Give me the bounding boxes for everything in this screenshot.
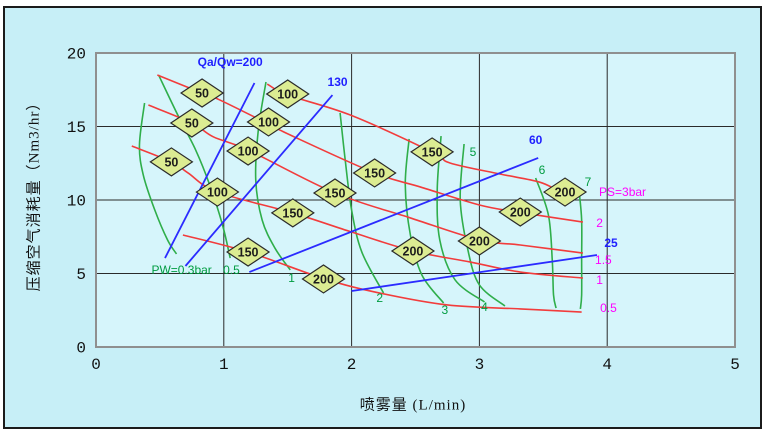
droplet-size-value: 50 — [195, 86, 209, 100]
pw-label: 0.5 — [223, 263, 240, 277]
droplet-size-value: 150 — [325, 186, 346, 200]
diamond-shape — [390, 236, 436, 266]
plot-border — [95, 52, 736, 348]
droplet-size-marker-100: 100 — [265, 79, 310, 109]
pw-curve-7 — [578, 190, 583, 310]
droplet-size-marker-50: 50 — [169, 108, 214, 138]
diamond-shape — [352, 158, 397, 188]
droplet-size-marker-150: 150 — [312, 178, 358, 208]
droplet-size-value: 100 — [277, 88, 298, 102]
droplet-size-marker-200: 200 — [301, 264, 346, 294]
y-tick-label-0: 0 — [76, 340, 86, 358]
droplet-size-marker-50: 50 — [149, 147, 194, 177]
droplet-size-marker-100: 100 — [195, 177, 240, 207]
ratio-line-130 — [184, 94, 334, 267]
x-tick-label-3: 3 — [475, 356, 485, 374]
y-axis-title: 压缩空气消耗量（Nm3/hr） — [26, 94, 43, 292]
pw-curve-5 — [459, 143, 506, 307]
pw-label: 5 — [470, 145, 477, 159]
droplet-size-value: 150 — [364, 166, 385, 180]
ratio-line-60 — [249, 157, 539, 273]
droplet-size-marker-150: 150 — [410, 137, 455, 167]
droplet-size-value: 100 — [207, 186, 228, 200]
pw-label: PW=0.3bar — [151, 263, 211, 277]
pw-label: 4 — [481, 300, 488, 314]
ratio-label: 60 — [529, 133, 543, 147]
pw-label: 2 — [376, 291, 383, 305]
pw-label: 1 — [288, 271, 295, 285]
diamond-shape — [457, 226, 502, 256]
ps-label: 1 — [596, 273, 603, 287]
diamond-shape — [265, 79, 310, 109]
ps-label: 1.5 — [595, 253, 612, 267]
pw-curve-0.3 — [138, 102, 178, 255]
droplet-size-value: 50 — [185, 116, 199, 130]
droplet-size-value: 50 — [164, 155, 178, 169]
pw-label: 7 — [585, 175, 592, 189]
diamond-shape — [410, 137, 455, 167]
droplet-size-value: 200 — [313, 272, 334, 286]
ratio-label: Qa/Qw=200 — [198, 55, 263, 69]
x-tick-label-5: 5 — [730, 356, 740, 374]
x-tick-label-2: 2 — [347, 356, 357, 374]
diamond-shape — [312, 178, 358, 208]
pw-curve-4 — [436, 135, 485, 303]
ratio-label: 25 — [604, 236, 618, 250]
diamond-shape — [179, 78, 225, 108]
droplet-size-marker-100: 100 — [246, 107, 291, 137]
pw-curve-2 — [339, 112, 385, 294]
diamond-shape — [169, 108, 214, 138]
droplet-size-marker-100: 100 — [226, 136, 271, 166]
y-tick-label-5: 5 — [76, 266, 86, 284]
x-axis-title: 喷雾量 (L/min) — [359, 397, 467, 414]
droplet-size-marker-150: 150 — [270, 198, 315, 228]
ps-label: 2 — [596, 216, 603, 230]
droplet-size-value: 200 — [469, 235, 490, 249]
ratio-line-200 — [164, 82, 256, 259]
ratio-line-25 — [351, 254, 598, 292]
droplet-size-value: 200 — [510, 206, 531, 220]
pw-curve-3 — [404, 138, 445, 304]
y-tick-label-10: 10 — [67, 193, 86, 211]
droplet-size-marker-150: 150 — [352, 158, 397, 188]
droplet-size-value: 200 — [403, 245, 424, 259]
x-tick-label-4: 4 — [602, 356, 612, 374]
droplet-size-value: 100 — [258, 115, 279, 129]
diamond-shape — [226, 136, 271, 166]
droplet-size-value: 150 — [282, 206, 303, 220]
droplet-size-value: 200 — [555, 186, 576, 200]
diamond-shape — [270, 198, 315, 228]
droplet-size-marker-150: 150 — [226, 237, 271, 267]
diamond-shape — [149, 147, 194, 177]
droplet-size-marker-200: 200 — [498, 197, 543, 227]
droplet-size-value: 100 — [238, 145, 259, 159]
droplet-size-marker-200: 200 — [542, 177, 588, 207]
droplet-size-marker-50: 50 — [179, 78, 225, 108]
y-tick-label-15: 15 — [67, 119, 86, 137]
droplet-size-value: 150 — [422, 145, 443, 159]
x-tick-label-1: 1 — [219, 356, 229, 374]
diamond-shape — [498, 197, 543, 227]
x-tick-label-0: 0 — [91, 356, 101, 374]
droplet-size-marker-200: 200 — [390, 236, 436, 266]
pw-label: 3 — [442, 303, 449, 317]
diamond-shape — [195, 177, 240, 207]
droplet-size-value: 150 — [238, 246, 259, 260]
droplet-size-marker-200: 200 — [457, 226, 502, 256]
diamond-shape — [301, 264, 346, 294]
diamond-shape — [542, 177, 588, 207]
ps-label: PS=3bar — [599, 185, 646, 199]
ratio-label: 130 — [328, 75, 348, 89]
y-tick-label-20: 20 — [67, 46, 86, 64]
pw-curve-6 — [534, 177, 557, 309]
pw-label: 6 — [539, 163, 546, 177]
ps-label: 0.5 — [600, 301, 617, 315]
pw-curve-0.5 — [157, 74, 231, 259]
diamond-shape — [246, 107, 291, 137]
diamond-shape — [226, 237, 271, 267]
